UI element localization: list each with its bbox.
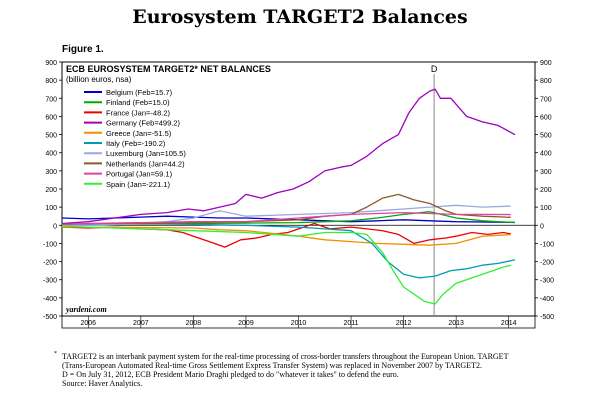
x-tick-label: 2009	[238, 320, 254, 327]
legend-label: Greece (Jan=-51.5)	[106, 129, 172, 138]
series-lines	[61, 88, 516, 305]
y-tick-label-left: 0	[53, 223, 57, 230]
y-tick-label-right: 400	[540, 151, 552, 158]
y-tick-label-right: 100	[540, 205, 552, 212]
y-tick-label-right: -100	[540, 241, 554, 248]
footnotes: * TARGET2 is an interbank payment system…	[54, 351, 582, 388]
legend-label: Spain (Jan=-221.1)	[106, 180, 171, 189]
y-tick-label-right: 500	[540, 133, 552, 140]
footnote-line: D = On July 31, 2012, ECB President Mari…	[62, 370, 399, 379]
series-line-4	[62, 226, 511, 246]
y-tick-label-left: 900	[45, 60, 57, 67]
x-tick-label: 2013	[448, 320, 464, 327]
y-tick-label-right: 0	[540, 223, 544, 230]
y-tick-label-left: 100	[45, 205, 57, 212]
target2-balances-chart: -500 -400 -300 -200 -100 0 100 200 300 400 500 600 7…	[43, 60, 554, 329]
chart-subtitle: (billion euros, nsa)	[66, 75, 132, 84]
y-tick-label-left: -300	[43, 278, 57, 285]
legend-label: France (Jan=-48.2)	[106, 108, 170, 117]
x-tick-label: 2011	[344, 320, 359, 327]
y-tick-label-right: 900	[540, 60, 552, 67]
legend-label: Italy (Feb=-190.2)	[106, 139, 166, 148]
legend: Belgium (Feb=15.7)Finland (Feb=15.0)Fran…	[84, 88, 186, 189]
page-title: Eurosystem TARGET2 Balances	[132, 6, 468, 28]
footnote-line: Source: Haver Analytics.	[62, 379, 143, 388]
y-tick-label-left: -400	[43, 296, 57, 303]
draghi-marker-label: D	[431, 64, 438, 74]
legend-label: Portugal (Jan=59.1)	[106, 170, 173, 179]
y-tick-label-left: -200	[43, 260, 57, 267]
y-tick-label-left: 200	[45, 187, 57, 194]
y-tick-label-left: -100	[43, 241, 57, 248]
x-tick-label: 2006	[80, 320, 96, 327]
y-tick-label-left: 600	[45, 114, 57, 121]
y-tick-label-right: 600	[540, 114, 552, 121]
y-tick-label-right: -400	[540, 296, 554, 303]
footnote-marker: *	[54, 351, 57, 357]
legend-label: Belgium (Feb=15.7)	[106, 88, 173, 97]
y-tick-label-left: 500	[45, 133, 57, 140]
y-tick-label-left: 700	[45, 96, 57, 103]
series-line-8	[61, 211, 511, 226]
x-tick-label: 2014	[501, 320, 517, 327]
legend-label: Luxemburg (Jan=105.5)	[106, 149, 186, 158]
x-tick-label: 2010	[291, 320, 307, 327]
x-tick-label: 2012	[396, 320, 412, 327]
series-line-7	[61, 193, 511, 226]
y-tick-label-left: -500	[43, 314, 57, 321]
left-axis-ticks: -500 -400 -300 -200 -100 0 100 200 300 400 500 600 7…	[43, 60, 62, 321]
yardeni-watermark: yardeni.com	[65, 305, 107, 314]
series-line-3	[61, 88, 516, 225]
legend-label: Germany (Feb=499.2)	[106, 119, 180, 128]
y-tick-label-left: 400	[45, 151, 57, 158]
series-line-2	[61, 222, 511, 248]
footnote-line: TARGET2 is an interbank payment system f…	[62, 352, 509, 361]
y-tick-label-left: 300	[45, 169, 57, 176]
x-axis-ticks: 2006 2007 2008 2009 2010 2011 2012 2013 2014	[61, 315, 536, 329]
legend-label: Netherlands (Jan=44.2)	[106, 159, 185, 168]
y-tick-label-right: 800	[540, 78, 552, 85]
figure-label: Figure 1.	[62, 44, 104, 55]
series-line-5	[61, 222, 516, 279]
right-axis-ticks: -500 -400 -300 -200 -100 0 100 200 300 400 500 600 7…	[535, 60, 554, 321]
y-tick-label-right: 200	[540, 187, 552, 194]
y-tick-label-right: -200	[540, 260, 554, 267]
y-tick-label-left: 800	[45, 78, 57, 85]
footnote-line: (Trans-European Automated Real-time Gros…	[62, 361, 482, 370]
y-tick-label-right: -500	[540, 314, 554, 321]
y-tick-label-right: 300	[540, 169, 552, 176]
y-tick-label-right: -300	[540, 278, 554, 285]
series-line-9	[61, 225, 511, 305]
x-tick-label: 2008	[186, 320, 202, 327]
y-tick-label-right: 700	[540, 96, 552, 103]
x-tick-label: 2007	[133, 320, 149, 327]
legend-label: Finland (Feb=15.0)	[106, 98, 170, 107]
chart-title: ECB EUROSYSTEM TARGET2* NET BALANCES	[66, 64, 271, 74]
